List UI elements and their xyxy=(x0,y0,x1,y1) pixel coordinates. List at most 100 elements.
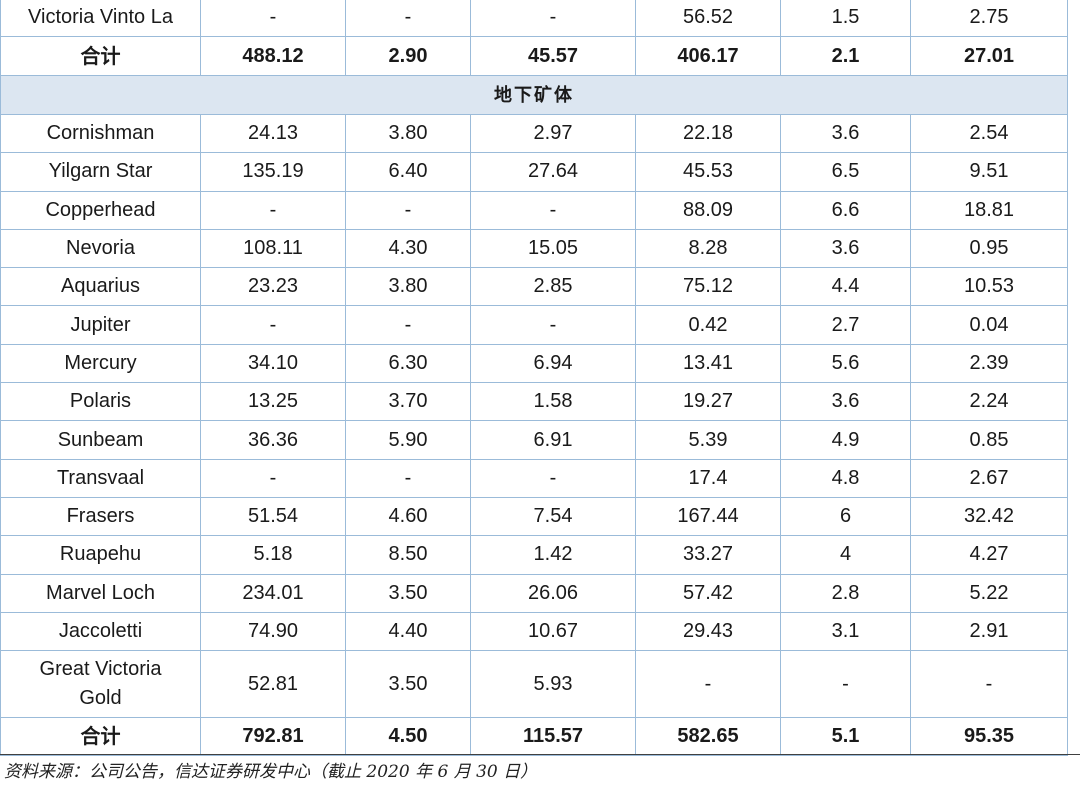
value-cell: 34.10 xyxy=(200,343,346,384)
value-cell: - xyxy=(635,650,781,719)
total-label: 合计 xyxy=(80,43,121,68)
total-value-cell: 406.17 xyxy=(635,36,781,76)
value-cell: 51.54 xyxy=(200,496,346,537)
mine-name: Great Victoria Gold xyxy=(39,658,162,710)
value-cell: - xyxy=(470,0,636,37)
value-cell: 167.44 xyxy=(635,496,781,537)
mine-name: Nevoria xyxy=(66,237,135,260)
value-cell: 2.54 xyxy=(910,113,1068,154)
section-header-underground: 地下矿体 xyxy=(0,75,1068,115)
total-value-cell: 4.50 xyxy=(345,717,471,757)
value-cell: 15.05 xyxy=(470,228,636,269)
value-cell: 2.8 xyxy=(780,573,911,613)
total-label-cell: 合计 xyxy=(0,36,201,76)
value-cell: 0.42 xyxy=(635,305,781,345)
table-row: Great Victoria Gold 52.81 3.50 5.93- - - xyxy=(0,650,1068,719)
table-row: Transvaal - - -17.4 4.8 2.67 xyxy=(0,458,1068,498)
mine-name: Mercury xyxy=(64,351,137,374)
value-cell: 6.5 xyxy=(780,152,911,192)
value-cell: 18.81 xyxy=(910,190,1068,230)
total-value-cell: 5.1 xyxy=(780,717,911,757)
value-cell: 36.36 xyxy=(200,420,346,460)
value-cell: 8.28 xyxy=(635,228,781,269)
value-cell: 22.18 xyxy=(635,113,781,154)
value-cell: - xyxy=(200,458,346,498)
mine-name: Frasers xyxy=(66,505,135,528)
value-cell: 29.43 xyxy=(635,611,781,652)
value-cell: - xyxy=(345,458,471,498)
value-cell: 6 xyxy=(780,496,911,537)
value-cell: 9.51 xyxy=(910,152,1068,192)
value-cell: 24.13 xyxy=(200,113,346,154)
value-cell: 3.80 xyxy=(345,267,471,307)
value-cell: - xyxy=(200,190,346,230)
value-cell: 3.80 xyxy=(345,113,471,154)
value-cell: 6.30 xyxy=(345,343,471,384)
value-cell: 4.9 xyxy=(780,420,911,460)
table-bottom-rule xyxy=(0,754,1080,755)
value-cell: 19.27 xyxy=(635,382,781,422)
value-cell: 13.25 xyxy=(200,382,346,422)
mine-name: Jaccoletti xyxy=(58,620,143,642)
table-row: Jupiter - - -0.42 2.7 0.04 xyxy=(0,305,1068,345)
value-cell: 4.4 xyxy=(780,267,911,307)
mine-name-cell: Frasers xyxy=(0,496,201,537)
mine-name-cell: Victoria Vinto La xyxy=(0,0,201,37)
total-value-cell: 2.90 xyxy=(345,36,471,76)
value-cell: 2.7 xyxy=(780,305,911,345)
table-row: Copperhead - - -88.09 6.6 18.81 xyxy=(0,190,1068,230)
table-row: Ruapehu 5.18 8.50 1.42 33.27 4 4.27 xyxy=(0,535,1068,575)
value-cell: 5.18 xyxy=(200,535,346,575)
value-cell: 3.70 xyxy=(345,382,471,422)
value-cell: 56.52 xyxy=(635,0,781,37)
mine-name: Ruapehu xyxy=(59,543,142,566)
value-cell: 108.11 xyxy=(200,228,346,269)
mine-name-cell: Polaris xyxy=(0,382,201,422)
total-value-cell: 115.57 xyxy=(470,717,636,757)
value-cell: 52.81 xyxy=(200,650,346,719)
mine-name-cell: Jaccoletti xyxy=(0,611,201,652)
value-cell: 4.27 xyxy=(910,535,1068,575)
value-cell: - xyxy=(345,305,471,345)
section-header-row: 地下矿体 xyxy=(0,75,1068,115)
total-label: 合计 xyxy=(80,724,121,749)
value-cell: 1.42 xyxy=(470,535,636,575)
value-cell: 8.50 xyxy=(345,535,471,575)
value-cell: 2.97 xyxy=(470,113,636,154)
value-cell: 0.95 xyxy=(910,228,1068,269)
value-cell: - xyxy=(470,305,636,345)
value-cell: - xyxy=(200,305,346,345)
table-row: Aquarius 23.23 3.80 2.85 75.12 4.4 10.53 xyxy=(0,267,1068,307)
value-cell: 75.12 xyxy=(635,267,781,307)
table-row: Mercury 34.10 6.30 6.94 13.41 5.6 2.39 xyxy=(0,343,1068,384)
value-cell: 5.90 xyxy=(345,420,471,460)
value-cell: 1.58 xyxy=(470,382,636,422)
value-cell: 3.1 xyxy=(780,611,911,652)
value-cell: 4.8 xyxy=(780,458,911,498)
value-cell: 57.42 xyxy=(635,573,781,613)
mine-name-cell: Transvaal xyxy=(0,458,201,498)
value-cell: 17.4 xyxy=(635,458,781,498)
total-value-cell: 27.01 xyxy=(910,36,1068,76)
table-row: Marvel Loch 234.01 3.50 26.06 57.42 2.8 5.22 xyxy=(0,573,1068,613)
total-value-cell: 792.81 xyxy=(200,717,346,757)
mine-name-cell: Aquarius xyxy=(0,267,201,307)
mine-name-cell: Mercury xyxy=(0,343,201,384)
mine-name-cell: Ruapehu xyxy=(0,535,201,575)
table-row: Sunbeam 36.36 5.90 6.91 5.39 4.9 0.85 xyxy=(0,420,1068,460)
value-cell: 7.54 xyxy=(470,496,636,537)
value-cell: 6.94 xyxy=(470,343,636,384)
table-row: Nevoria 108.11 4.30 15.05 8.28 3.6 0.95 xyxy=(0,228,1068,269)
mine-name: Marvel Loch xyxy=(46,581,155,604)
value-cell: 234.01 xyxy=(200,573,346,613)
value-cell: 32.42 xyxy=(910,496,1068,537)
mine-name: Sunbeam xyxy=(57,428,144,451)
value-cell: 2.75 xyxy=(910,0,1068,37)
value-cell: 5.22 xyxy=(910,573,1068,613)
mine-name-cell: Marvel Loch xyxy=(0,573,201,613)
value-cell: 3.6 xyxy=(780,382,911,422)
value-cell: 5.39 xyxy=(635,420,781,460)
value-cell: - xyxy=(470,458,636,498)
total-value-cell: 45.57 xyxy=(470,36,636,76)
